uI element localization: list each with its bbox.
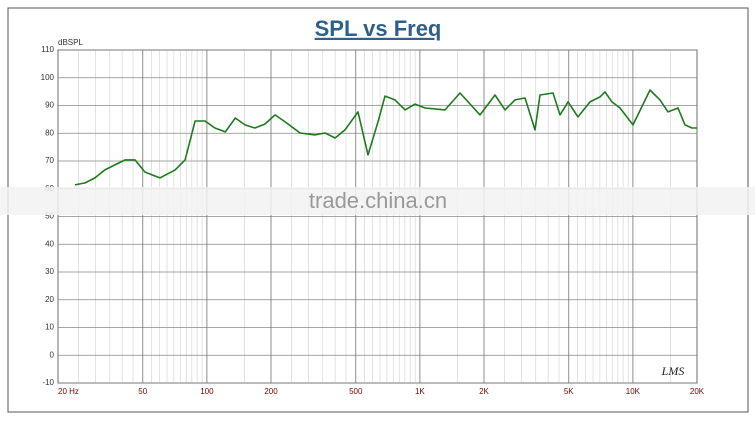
y-tick-label: 110 <box>41 45 54 54</box>
y-tick-label: 40 <box>45 239 54 248</box>
spl-curve <box>74 89 697 186</box>
y-tick-label: 80 <box>45 128 54 137</box>
y-tick-label: 0 <box>50 350 55 359</box>
watermark: trade.china.cn <box>309 188 447 213</box>
y-tick-label: 30 <box>45 267 54 276</box>
y-tick-label: 20 <box>45 295 54 304</box>
x-tick-label: 10K <box>626 387 641 396</box>
x-tick-label: 100 <box>200 387 214 396</box>
y-tick-label: 100 <box>41 73 55 82</box>
chart-title: SPL vs Freq <box>315 16 442 41</box>
y-axis-label: dBSPL <box>58 38 83 47</box>
plot-area: -10010203040506070809010011020 Hz5010020… <box>41 45 705 396</box>
y-tick-label: 70 <box>45 156 54 165</box>
y-tick-label: -10 <box>42 378 54 387</box>
x-tick-label: 20 Hz <box>58 387 79 396</box>
watermark-band <box>0 187 755 215</box>
x-tick-label: 5K <box>564 387 574 396</box>
x-tick-label: 200 <box>264 387 278 396</box>
y-tick-label: 90 <box>45 101 54 110</box>
x-tick-label: 2K <box>479 387 489 396</box>
y-tick-label: 50 <box>45 212 54 221</box>
logo: LMS <box>661 364 685 378</box>
x-tick-label: 20K <box>690 387 705 396</box>
x-tick-label: 50 <box>138 387 147 396</box>
x-tick-label: 500 <box>349 387 363 396</box>
x-tick-label: 1K <box>415 387 425 396</box>
y-tick-label: 10 <box>45 323 54 332</box>
